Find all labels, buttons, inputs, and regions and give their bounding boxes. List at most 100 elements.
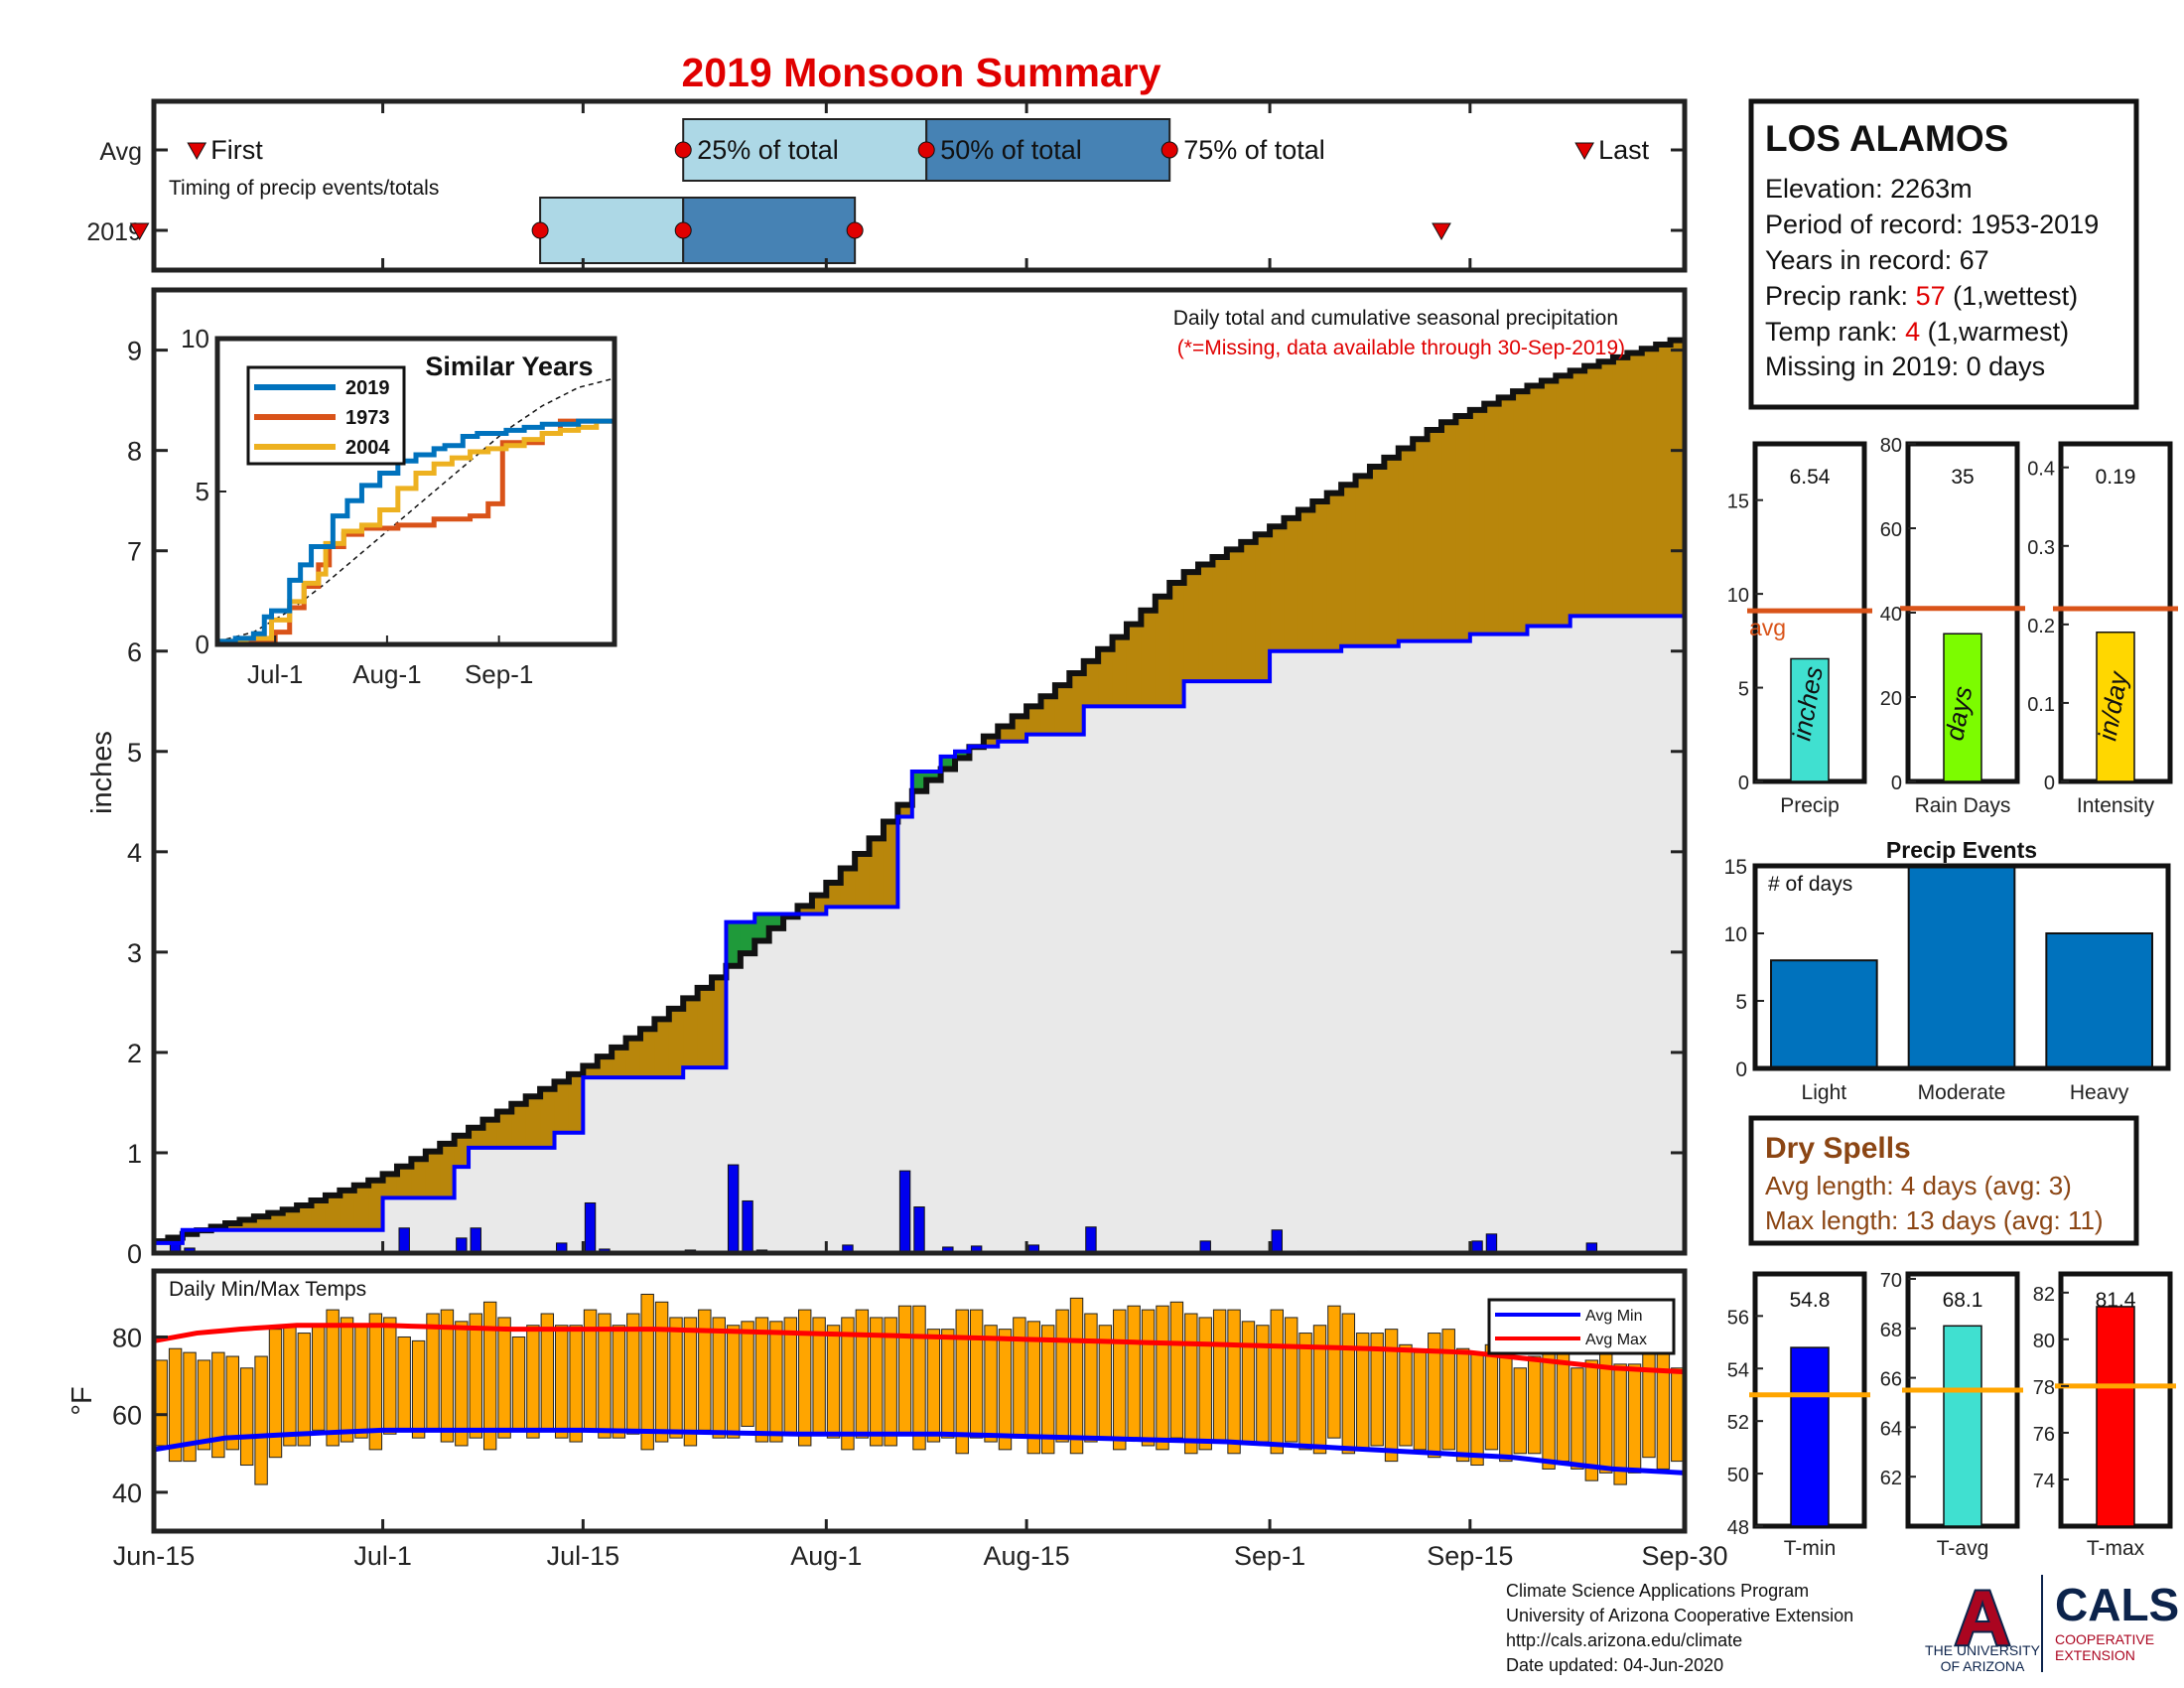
footer-line-4: Date updated: 04-Jun-2020 <box>1506 1655 1723 1675</box>
y2019-quantile-marker <box>531 221 549 239</box>
daily-temp-range-bar <box>383 1317 397 1435</box>
temp-panel-ytick-label: 70 <box>1880 1270 1902 1292</box>
daily-temp-range-bar <box>268 1329 283 1459</box>
deficit-fill-segment <box>1556 375 1571 627</box>
summary-bar-panels: inchesavg6.54051015Precipdays35020406080… <box>1727 435 2178 817</box>
legend-label-avg-max: Avg Max <box>1585 1332 1647 1348</box>
deficit-fill-segment <box>1312 500 1328 651</box>
deficit-fill-segment <box>1270 526 1285 651</box>
deficit-fill-segment <box>454 1135 470 1168</box>
daily-temp-range-bar <box>1570 1367 1584 1470</box>
deficit-fill-segment <box>1612 356 1628 617</box>
avg-first-marker <box>187 142 207 161</box>
daily-temp-range-bar <box>1169 1301 1184 1439</box>
daily-precip-bar <box>1085 1226 1097 1254</box>
daily-temp-range-bar <box>870 1317 884 1447</box>
deficit-fill-segment <box>1026 706 1041 735</box>
date-axis-label: Jun-15 <box>113 1541 196 1571</box>
daily-temp-range-bar <box>998 1329 1013 1451</box>
similar-years-inset: 0 5 10 Jul-1 Aug-1 Sep-1 Similar Years 2019 1… <box>181 324 617 689</box>
daily-temp-range-bar <box>1413 1351 1428 1451</box>
legend-label-avg-min: Avg Min <box>1585 1308 1643 1325</box>
daily-temp-range-bar <box>497 1317 511 1439</box>
temp-panel-ytick-label: 52 <box>1727 1412 1749 1434</box>
deficit-fill-segment <box>797 906 813 914</box>
daily-temp-range-bar <box>1284 1317 1298 1443</box>
daily-temp-range-bar <box>798 1309 812 1447</box>
daily-precip-bar <box>898 1170 911 1254</box>
deficit-fill-segment <box>1326 492 1342 651</box>
daily-temp-range-bar <box>969 1309 984 1439</box>
events-category-label: Moderate <box>1918 1081 2006 1104</box>
cals-logo: CALS COOPERATIVE EXTENSION <box>2055 1579 2179 1663</box>
daily-temp-range-bar <box>1513 1367 1527 1455</box>
deficit-fill-segment <box>883 821 898 908</box>
temps-ytick-label: 60 <box>112 1401 142 1431</box>
deficit-fill-segment <box>1570 370 1585 617</box>
daily-temp-range-bar <box>411 1339 426 1439</box>
daily-temp-range-bar <box>754 1317 769 1443</box>
summary-ytick-label: 60 <box>1880 519 1902 541</box>
temp-value-text: 81.4 <box>2096 1289 2136 1312</box>
daily-temp-range-bar <box>312 1325 326 1431</box>
deficit-fill-segment <box>840 868 856 908</box>
date-axis-label: Aug-1 <box>790 1541 862 1571</box>
events-ytick-label: 10 <box>1724 923 1747 946</box>
inset-series-2004-line <box>217 411 617 644</box>
deficit-fill-segment <box>1040 696 1056 735</box>
daily-temp-range-bar <box>297 1333 312 1447</box>
surplus-fill-segment <box>926 772 942 780</box>
deficit-fill-segment <box>1584 365 1600 617</box>
daily-temp-range-bar <box>1312 1325 1327 1455</box>
daily-temp-range-bar <box>239 1367 254 1467</box>
deficit-fill-segment <box>496 1111 512 1148</box>
deficit-fill-segment <box>826 882 842 908</box>
inset-legend: 2019 1973 2004 <box>246 365 406 466</box>
deficit-fill-segment <box>1598 361 1614 617</box>
deficit-fill-segment <box>583 1065 599 1078</box>
temp-summary-panels: 54.8 48 50 52 54 56 T-min 68.1 62 64 66 68 70 T-avg 81… <box>1727 1270 2176 1560</box>
deficit-fill-segment <box>396 1166 412 1198</box>
temp-panel-category-label: T-avg <box>1937 1537 1989 1560</box>
temp-value-bar <box>2096 1306 2135 1527</box>
temp-value-text: 54.8 <box>1790 1289 1831 1312</box>
summary-ytick-label: 0.4 <box>2027 459 2055 481</box>
deficit-fill-segment <box>712 977 727 1068</box>
precip-rank-note: (1,wettest) <box>1946 281 2079 311</box>
daily-temp-range-bar <box>455 1321 469 1447</box>
deficit-fill-segment <box>425 1151 441 1198</box>
main-ytick-label: 3 <box>127 938 142 968</box>
daily-temp-range-bar <box>254 1355 268 1485</box>
surplus-fill-segment <box>768 914 784 928</box>
deficit-fill-segment <box>654 1019 670 1078</box>
daily-temp-range-bar <box>1327 1305 1341 1439</box>
timing-marks: 25% of total 50% of total 75% of total Firs… <box>129 101 1687 270</box>
ua-logo-line-1: THE UNIVERSITY <box>1925 1642 2041 1658</box>
temp-panel-ytick-label: 62 <box>1880 1468 1902 1489</box>
temp-panel-ytick-label: 74 <box>2033 1471 2055 1492</box>
daily-temp-range-bar <box>1113 1309 1127 1451</box>
summary-ytick-label: 0.2 <box>2027 616 2055 637</box>
deficit-fill-segment <box>1098 648 1114 707</box>
deficit-fill-segment <box>1656 344 1672 617</box>
daily-temp-range-bar <box>1484 1343 1499 1451</box>
temps-legend: Avg Min Avg Max <box>1487 1298 1676 1355</box>
daily-temp-range-bar <box>984 1325 998 1443</box>
temp-panel-ytick-label: 76 <box>2033 1424 2055 1446</box>
daily-temp-range-bar <box>1069 1297 1084 1455</box>
daily-temp-range-bar <box>1370 1333 1384 1447</box>
station-temp-rank: Temp rank: 4 (1,warmest) <box>1765 317 2069 347</box>
avg-quantile-label: 50% of total <box>940 135 1082 165</box>
avg-q25-q50-box <box>682 118 928 182</box>
events-ylabel: # of days <box>1768 873 1852 896</box>
daily-temp-range-bar <box>326 1309 340 1447</box>
daily-temp-range-bar <box>769 1321 783 1443</box>
cumulative-precip-chart: 0 1 2 3 4 5 6 7 8 9 Daily total and cumulative se… <box>86 287 1688 1269</box>
summary-ytick-label: 15 <box>1727 492 1749 513</box>
deficit-fill-segment <box>411 1159 427 1198</box>
daily-temp-range-bar <box>955 1309 969 1455</box>
temp-panel-ytick-label: 54 <box>1727 1359 1749 1381</box>
temp-panel-ytick-label: 78 <box>2033 1377 2055 1399</box>
inset-marks: 0 5 10 Jul-1 Aug-1 Sep-1 <box>181 324 617 689</box>
temps-ytick-label: 40 <box>112 1478 142 1508</box>
